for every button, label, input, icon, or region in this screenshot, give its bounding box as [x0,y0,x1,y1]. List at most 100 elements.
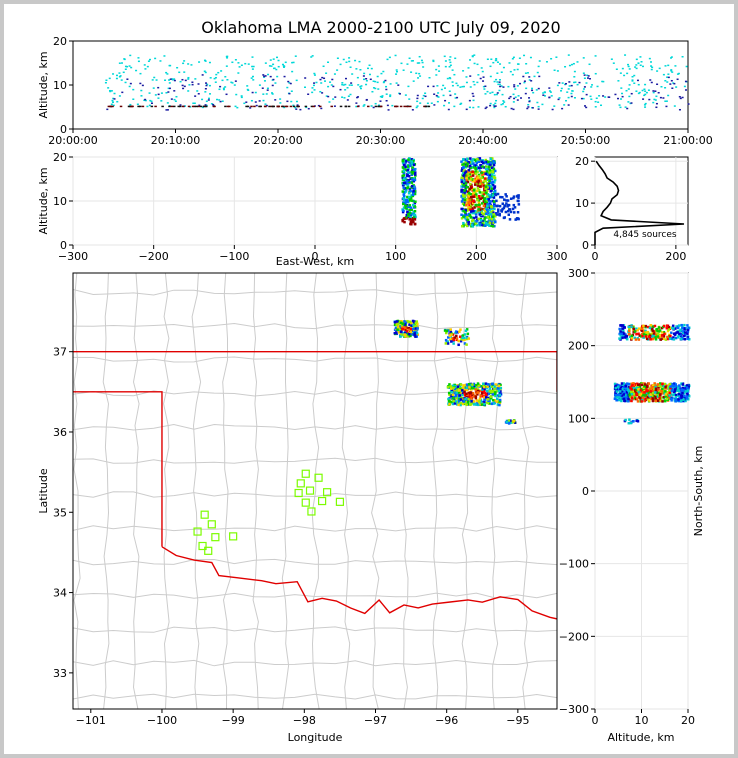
time-source-point [594,55,597,57]
plan-source-point [470,400,473,403]
plan-source-point [466,402,470,406]
time-source-point [586,77,589,79]
time-source-point [173,98,176,101]
time-source-point [454,57,457,60]
time-source-point [192,102,195,105]
ns-source-point [654,399,657,402]
ns-source-point [687,394,691,397]
time-source-point [454,97,457,99]
time-source-point [283,75,286,78]
time-source-point [664,79,667,82]
ns-source-point [640,398,644,402]
ns-source-point [618,390,622,393]
time-source-point [389,83,392,85]
plan-source-point [482,392,485,395]
time-source-point [140,95,143,97]
ew-source-point [405,180,409,183]
ew-source-point [491,183,495,187]
plan-source-point [478,389,482,393]
time-source-point [642,98,645,100]
ew-source-point [463,211,467,214]
time-source-point [573,97,576,99]
time-source-point [537,87,540,90]
plan-source-point [486,398,490,401]
time-source-point [344,89,347,91]
time-source-point [285,105,289,108]
time-source-point [146,105,149,108]
time-source-point [485,106,488,108]
time-source-point [631,75,634,78]
ew-source-point [477,189,481,192]
time-source-point [203,70,206,73]
plan-source-point [455,391,458,394]
ns-source-point [643,391,646,394]
time-source-point [108,89,111,92]
ns-source-point [682,327,686,330]
plan-source-point [446,342,450,345]
time-source-point [207,97,210,100]
plan-source-point [457,391,461,394]
ns-source-point [687,398,690,401]
ew-source-point [411,170,414,174]
time-source-point [468,106,471,109]
ew-source-point [404,165,407,169]
time-source-point [319,105,322,108]
county-line [191,273,202,709]
time-source-point [624,106,627,108]
hist-alt-ytick-label: 10 [575,197,589,210]
ns-source-point [667,385,670,388]
lma-stations [193,469,345,555]
time-source-point [105,79,108,82]
ew-source-point [468,187,472,191]
ew-source-point [509,210,513,214]
time-source-point [372,106,375,109]
time-source-point [473,83,476,86]
plan-source-point [478,397,482,400]
ew-source-point [492,225,495,228]
ns-source-point [676,385,680,389]
lon-xtick-label: −97 [364,714,387,727]
altitude-eastwest-ylabel: Altitude, km [37,167,50,234]
ew-source-point [483,166,486,169]
ns-source-point [637,338,641,341]
ew-source-point [469,206,472,210]
time-source-point [643,94,646,97]
ew-source-point [410,208,413,212]
plan-source-point [458,394,462,397]
time-source-point [291,61,294,64]
ns-source-point [647,382,650,385]
time-source-point [157,93,160,96]
time-source-point [161,105,164,108]
time-source-point [153,76,156,79]
station-marker [314,473,323,482]
time-source-point [621,67,624,70]
time-source-point [619,72,622,74]
time-source-point [111,105,114,108]
time-source-point [118,75,121,78]
ns-source-point [659,338,663,341]
ns-source-point [672,338,676,341]
plan-source-point [414,321,418,325]
ns-source-point [642,324,645,328]
time-source-point [641,89,644,92]
ew-source-point [402,206,406,209]
ew-source-point [466,193,470,196]
time-source-point [201,106,204,109]
ew-source-point [496,208,500,211]
ew-source-point [473,187,476,191]
station-marker [307,507,316,516]
plan-source-point [452,386,455,390]
plan-source-point [463,390,466,394]
time-source-point [484,85,487,88]
plan-source-point [461,392,464,396]
ns-source-point [685,396,689,400]
time-source-point [374,102,377,105]
time-source-point [126,78,129,80]
ew-source-point [478,208,482,211]
ew-source-point [513,206,517,209]
time-source-point [628,95,631,98]
time-source-point [225,93,228,96]
time-source-point [203,59,206,62]
plan-source-point [489,395,492,399]
